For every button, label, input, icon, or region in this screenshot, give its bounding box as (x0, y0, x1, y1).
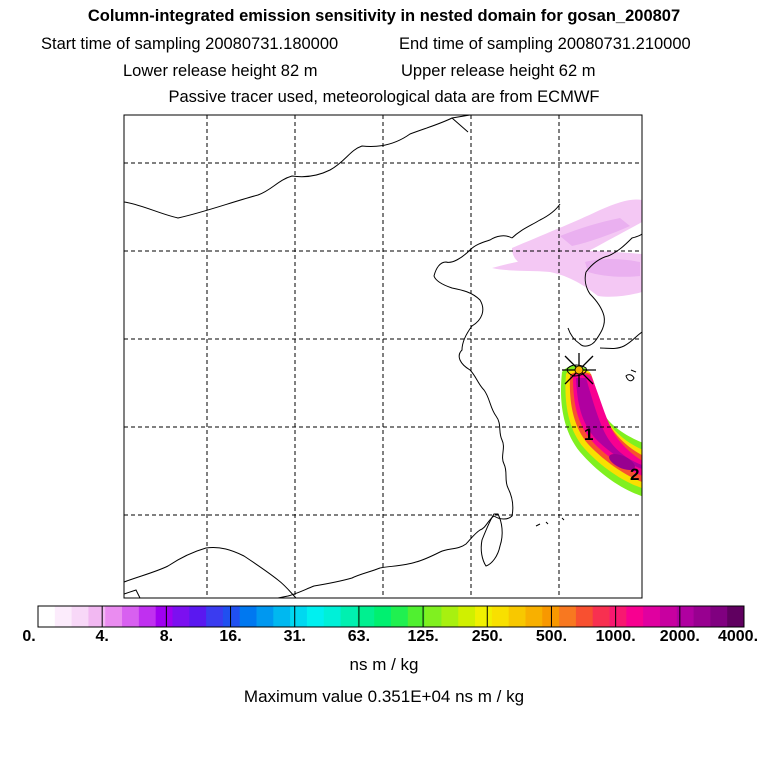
colorbar-tick-label: 4. (95, 628, 109, 645)
colorbar-swatch (290, 606, 308, 627)
colorbar (38, 606, 745, 627)
colorbar-swatch (306, 606, 325, 627)
release-site-marker (574, 365, 584, 375)
coastlines (124, 115, 642, 598)
max-value-label: Maximum value 0.351E+04 ns m / kg (243, 687, 525, 706)
colorbar-swatch (273, 606, 291, 627)
colorbar-swatch (189, 606, 207, 627)
plume-label-1: 1 (584, 425, 593, 444)
colorbar-tick-label: 16. (219, 628, 242, 645)
high-sensitivity-plume (560, 365, 642, 497)
end-sampling-label: End time of sampling 20080731.210000 (399, 35, 691, 53)
colorbar-frame (37, 605, 745, 628)
colorbar-swatch (374, 606, 392, 627)
colorbar-swatch (676, 606, 694, 627)
colorbar-tick-label: 1000. (595, 628, 636, 645)
map-area: 1 2 (124, 115, 642, 598)
colorbar-tick-label: 125. (407, 628, 439, 645)
colorbar-swatch (626, 606, 644, 627)
colorbar-swatch (239, 606, 257, 627)
colorbar-dividers (101, 606, 681, 627)
colorbar-swatch (323, 606, 341, 627)
colorbar-swatch (206, 606, 224, 627)
plot-title: Column-integrated emission sensitivity i… (87, 7, 681, 25)
colorbar-tick-label: 250. (471, 628, 503, 645)
colorbar-swatch (71, 606, 89, 627)
colorbar-swatch (441, 606, 459, 627)
upper-release-label: Upper release height 62 m (401, 62, 596, 80)
plume-label-2: 2 (630, 465, 639, 484)
colorbar-swatch (424, 606, 442, 627)
colorbar-swatch (357, 606, 375, 627)
colorbar-swatch (559, 606, 577, 627)
colorbar-swatch (710, 606, 728, 627)
start-sampling-label: Start time of sampling 20080731.180000 (41, 35, 339, 53)
colorbar-tick-label: 31. (283, 628, 306, 645)
colorbar-swatch (475, 606, 493, 627)
low-sensitivity-region (492, 199, 642, 297)
map-frame (123, 114, 643, 599)
colorbar-tick-label: 63. (347, 628, 371, 645)
colorbar-swatch (138, 606, 157, 627)
colorbar-swatch (659, 606, 678, 627)
colorbar-tick-label: 8. (159, 628, 174, 645)
colorbar-swatch (391, 606, 409, 627)
colorbar-swatch (407, 606, 426, 627)
colorbar-swatch (643, 606, 661, 627)
colorbar-tick-label: 500. (535, 628, 568, 645)
colorbar-tick-label: 0. (22, 628, 36, 645)
colorbar-swatch (105, 606, 123, 627)
tracer-note: Passive tracer used, meteorological data… (168, 88, 600, 106)
colorbar-swatch (609, 606, 627, 627)
colorbar-swatch (222, 606, 241, 627)
colorbar-swatch (155, 606, 173, 627)
graticule (124, 115, 642, 598)
colorbar-swatch (88, 606, 106, 627)
colorbar-swatch (542, 606, 560, 627)
colorbar-swatch (491, 606, 510, 627)
colorbar-swatch (525, 606, 543, 627)
colorbar-swatch (256, 606, 274, 627)
colorbar-swatch (508, 606, 526, 627)
lower-release-label: Lower release height 82 m (123, 62, 318, 80)
colorbar-swatch (693, 606, 711, 627)
colorbar-swatch (592, 606, 610, 627)
colorbar-swatch (38, 606, 56, 627)
colorbar-swatch (340, 606, 358, 627)
colorbar-unit-label: ns m / kg (349, 655, 419, 674)
colorbar-swatch (54, 606, 73, 627)
colorbar-swatch (172, 606, 190, 627)
colorbar-swatch (575, 606, 594, 627)
colorbar-swatch (458, 606, 476, 627)
colorbar-swatch (727, 606, 745, 627)
colorbar-swatch (122, 606, 140, 627)
colorbar-tick-label: 4000. (717, 628, 759, 645)
colorbar-tick-label: 2000. (659, 628, 700, 645)
